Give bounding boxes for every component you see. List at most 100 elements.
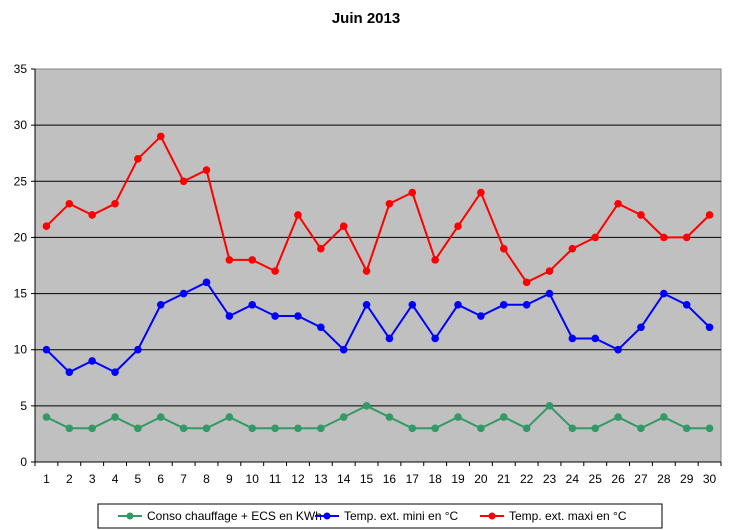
data-point	[499, 301, 508, 309]
data-point	[522, 424, 531, 433]
data-point	[179, 177, 188, 186]
data-point	[637, 211, 645, 219]
data-point	[294, 211, 302, 219]
legend-label: Temp. ext. mini en °C	[344, 509, 459, 523]
data-point	[134, 155, 142, 163]
y-tick-label: 0	[20, 455, 27, 469]
data-point	[614, 413, 622, 421]
legend-label: Conso chauffage + ECS en KWh	[147, 509, 322, 523]
data-point	[88, 424, 96, 433]
series-1	[42, 278, 714, 376]
data-point	[454, 222, 462, 230]
legend-box	[97, 503, 663, 529]
x-tick-label: 14	[337, 472, 351, 486]
y-tick-label: 20	[14, 230, 28, 244]
x-tick-label: 11	[269, 472, 282, 486]
x-tick-label: 23	[543, 472, 557, 486]
data-point	[65, 424, 74, 433]
data-point	[477, 424, 485, 433]
data-point	[431, 334, 439, 343]
legend-label: Temp. ext. maxi en °C	[509, 509, 627, 523]
data-point	[660, 233, 668, 242]
data-point	[271, 267, 279, 275]
data-point	[499, 413, 508, 421]
data-point	[339, 413, 348, 421]
data-point	[682, 233, 691, 242]
x-tick-label: 5	[135, 472, 142, 486]
data-point	[179, 424, 188, 433]
data-point	[248, 301, 257, 309]
data-point	[408, 301, 417, 309]
data-point	[111, 413, 119, 421]
legend-entry-1: Temp. ext. mini en °C	[315, 509, 459, 523]
data-point	[202, 166, 211, 174]
data-point	[545, 289, 554, 298]
legend-swatch-marker	[323, 512, 331, 520]
x-tick-label: 16	[383, 472, 397, 486]
data-point	[385, 199, 394, 208]
data-point	[362, 402, 371, 410]
legend: Conso chauffage + ECS en KWh Temp. ext. m…	[97, 503, 663, 529]
legend-swatch-marker	[126, 512, 134, 520]
x-tick-label: 26	[611, 472, 625, 486]
x-tick-label: 29	[680, 472, 694, 486]
x-tick-label: 4	[112, 472, 119, 486]
data-point	[408, 424, 417, 433]
x-tick-label: 27	[634, 472, 648, 486]
x-tick-label: 22	[520, 472, 534, 486]
data-point	[248, 256, 257, 264]
data-point	[202, 424, 211, 433]
data-point	[522, 278, 531, 287]
x-tick-label: 15	[360, 472, 374, 486]
x-tick-label: 3	[89, 472, 96, 486]
x-tick-label: 2	[66, 472, 73, 486]
y-tick-label: 35	[14, 62, 28, 76]
data-point	[682, 301, 691, 309]
data-point	[477, 312, 485, 320]
data-point	[431, 424, 439, 433]
data-point	[637, 424, 645, 433]
data-point	[385, 334, 394, 343]
data-point	[385, 413, 394, 421]
x-tick-label: 18	[428, 472, 442, 486]
data-point	[454, 413, 462, 421]
data-point	[568, 244, 577, 253]
data-point	[568, 334, 577, 343]
x-tick-label: 17	[406, 472, 420, 486]
data-point	[705, 211, 714, 219]
data-point	[362, 301, 371, 309]
legend-entry-0: Conso chauffage + ECS en KWh	[118, 509, 322, 523]
data-point	[682, 424, 691, 433]
data-point	[156, 301, 165, 309]
series-2	[42, 132, 714, 287]
data-point	[42, 413, 51, 421]
y-tick-label: 10	[14, 343, 28, 357]
x-tick-label: 8	[203, 472, 210, 486]
data-point	[499, 244, 508, 253]
data-point	[134, 424, 142, 433]
data-point	[431, 256, 439, 264]
data-point	[317, 244, 325, 253]
data-point	[522, 301, 531, 309]
data-point	[156, 132, 165, 141]
x-tick-label: 24	[566, 472, 580, 486]
data-point	[294, 312, 302, 320]
data-point	[339, 222, 348, 230]
data-point	[705, 424, 714, 433]
chart-title: Juin 2013	[331, 10, 401, 27]
data-point	[545, 402, 554, 410]
x-tick-label: 20	[474, 472, 488, 486]
series-line	[45, 404, 710, 430]
y-tick-label: 30	[14, 118, 28, 132]
series-line	[45, 281, 711, 374]
data-point	[705, 323, 714, 332]
x-tick-label: 21	[497, 472, 511, 486]
plot-area	[34, 68, 722, 463]
x-tick-label: 13	[314, 472, 328, 486]
series-layer	[42, 132, 714, 433]
data-point	[202, 278, 211, 287]
x-tick-label: 12	[291, 472, 305, 486]
data-point	[42, 222, 51, 230]
x-tick-label: 1	[43, 472, 50, 486]
